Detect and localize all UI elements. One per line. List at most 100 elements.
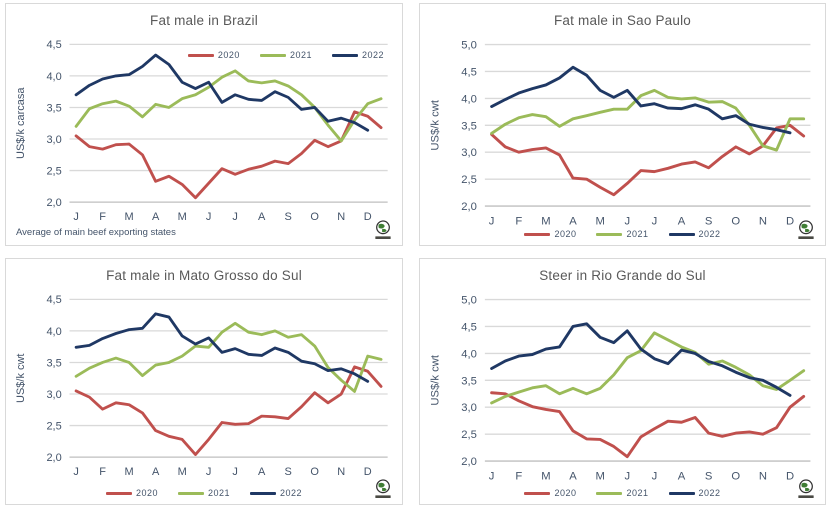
svg-text:4,0: 4,0 bbox=[461, 348, 477, 360]
line-chart-brazil: 2,0 2,5 3,0 3,5 4,0 4,5 J F M A M J J A S O N D US$/k carc… bbox=[15, 39, 388, 223]
chart-title: Steer in Rio Grande do Sul bbox=[539, 268, 706, 283]
svg-text:J: J bbox=[206, 211, 212, 223]
legend-item-2021: 2021 bbox=[596, 229, 648, 239]
svg-text:J: J bbox=[624, 216, 630, 228]
svg-text:N: N bbox=[337, 211, 345, 223]
legend-swatch-2022 bbox=[250, 491, 277, 495]
svg-text:A: A bbox=[678, 471, 686, 483]
svg-text:A: A bbox=[152, 211, 160, 223]
svg-text:O: O bbox=[310, 211, 319, 223]
svg-text:J: J bbox=[624, 471, 630, 483]
legend-item-2020: 2020 bbox=[187, 50, 240, 60]
svg-text:F: F bbox=[515, 216, 522, 228]
legend-label-2022: 2022 bbox=[698, 488, 721, 498]
legend-item-2020: 2020 bbox=[524, 488, 576, 498]
legend: 2020 2021 2022 bbox=[420, 229, 825, 239]
svg-text:M: M bbox=[595, 216, 604, 228]
svg-text:M: M bbox=[125, 211, 134, 223]
svg-text:3,0: 3,0 bbox=[46, 134, 61, 146]
legend-item-2021: 2021 bbox=[596, 488, 648, 498]
svg-text:3,5: 3,5 bbox=[461, 120, 477, 132]
legend-swatch-2022 bbox=[331, 53, 358, 57]
chart-panel-brazil: Fat male in Brazil 2020 2021 2022 2,0 2,5… bbox=[5, 3, 403, 246]
line-chart-rio-grande: 2,0 2,5 3,0 3,5 4,0 4,5 5,0 J F M A M J J A S O N D US$/k c… bbox=[430, 295, 811, 483]
legend-swatch-2020 bbox=[187, 53, 214, 57]
svg-text:O: O bbox=[731, 216, 740, 228]
chart-panel-rio-grande: Steer in Rio Grande do Sul 2,0 2,5 3,0 3,5 4… bbox=[419, 258, 826, 505]
svg-text:J: J bbox=[652, 216, 658, 228]
svg-text:F: F bbox=[515, 471, 522, 483]
globe-logo-icon bbox=[798, 220, 814, 240]
svg-text:A: A bbox=[258, 211, 266, 223]
svg-text:US$/k cwt: US$/k cwt bbox=[430, 99, 442, 150]
svg-text:4,5: 4,5 bbox=[461, 66, 477, 78]
svg-text:J: J bbox=[652, 471, 658, 483]
legend-item-2022: 2022 bbox=[250, 488, 302, 498]
svg-text:3,0: 3,0 bbox=[46, 389, 61, 401]
legend-swatch-2020 bbox=[105, 491, 132, 495]
chart-title: Fat male in Mato Grosso do Sul bbox=[106, 268, 302, 283]
svg-text:M: M bbox=[178, 211, 187, 223]
svg-text:4,0: 4,0 bbox=[46, 326, 61, 338]
svg-text:J: J bbox=[232, 211, 238, 223]
svg-text:A: A bbox=[569, 216, 577, 228]
svg-text:4,0: 4,0 bbox=[461, 93, 477, 105]
svg-text:3,5: 3,5 bbox=[46, 357, 61, 369]
svg-text:S: S bbox=[705, 216, 713, 228]
legend-label-2021: 2021 bbox=[626, 488, 649, 498]
legend-swatch-2020 bbox=[524, 491, 551, 495]
svg-text:N: N bbox=[337, 466, 345, 478]
svg-text:J: J bbox=[73, 211, 79, 223]
legend-swatch-2020 bbox=[524, 232, 551, 236]
legend-swatch-2022 bbox=[668, 491, 695, 495]
svg-text:N: N bbox=[759, 471, 767, 483]
legend-item-2022: 2022 bbox=[331, 50, 384, 60]
svg-text:N: N bbox=[759, 216, 767, 228]
globe-logo-icon bbox=[375, 479, 391, 499]
chart-panel-mato-grosso: Fat male in Mato Grosso do Sul 2,0 2,5 3,0… bbox=[5, 258, 403, 505]
svg-text:J: J bbox=[232, 466, 238, 478]
legend-label-2020: 2020 bbox=[217, 50, 240, 60]
legend-label-2021: 2021 bbox=[289, 50, 312, 60]
svg-text:2,5: 2,5 bbox=[461, 174, 477, 186]
svg-text:A: A bbox=[678, 216, 686, 228]
globe-logo-icon bbox=[798, 479, 814, 499]
legend: 2020 2021 2022 bbox=[187, 50, 384, 60]
svg-text:2,0: 2,0 bbox=[46, 452, 61, 464]
svg-text:3,0: 3,0 bbox=[461, 147, 477, 159]
legend-swatch-2021 bbox=[596, 491, 623, 495]
svg-text:4,5: 4,5 bbox=[461, 321, 477, 333]
svg-text:M: M bbox=[541, 471, 550, 483]
chart-footnote: Average of main beef exporting states bbox=[16, 227, 176, 238]
svg-text:D: D bbox=[786, 471, 794, 483]
svg-text:D: D bbox=[786, 216, 794, 228]
legend-item-2020: 2020 bbox=[105, 488, 158, 498]
svg-text:3,5: 3,5 bbox=[46, 102, 61, 114]
svg-text:D: D bbox=[364, 211, 372, 223]
svg-text:2,5: 2,5 bbox=[46, 165, 61, 177]
svg-text:US$/k carcasa: US$/k carcasa bbox=[15, 87, 27, 159]
legend-label-2022: 2022 bbox=[280, 488, 303, 498]
svg-text:O: O bbox=[310, 466, 319, 478]
svg-text:2,0: 2,0 bbox=[461, 456, 477, 468]
legend-label-2020: 2020 bbox=[554, 488, 577, 498]
svg-text:US$/k cwt: US$/k cwt bbox=[430, 354, 442, 405]
svg-text:M: M bbox=[541, 216, 550, 228]
svg-text:A: A bbox=[258, 466, 266, 478]
legend-label-2022: 2022 bbox=[698, 229, 721, 239]
legend: 2020 2021 2022 bbox=[420, 488, 825, 498]
legend: 2020 2021 2022 bbox=[6, 488, 402, 498]
svg-text:S: S bbox=[285, 466, 292, 478]
legend-item-2022: 2022 bbox=[668, 229, 721, 239]
svg-text:J: J bbox=[489, 216, 495, 228]
legend-label-2021: 2021 bbox=[626, 229, 649, 239]
svg-text:M: M bbox=[595, 471, 604, 483]
svg-text:3,5: 3,5 bbox=[461, 375, 477, 387]
svg-text:A: A bbox=[152, 466, 160, 478]
chart-panel-sao-paulo: Fat male in Sao Paulo 2,0 2,5 3,0 3,5 4,0 4,5… bbox=[419, 3, 826, 246]
chart-title: Fat male in Brazil bbox=[150, 13, 258, 28]
svg-text:5,0: 5,0 bbox=[461, 40, 477, 52]
svg-text:J: J bbox=[206, 466, 212, 478]
svg-text:2,0: 2,0 bbox=[46, 197, 61, 209]
svg-text:S: S bbox=[705, 471, 713, 483]
